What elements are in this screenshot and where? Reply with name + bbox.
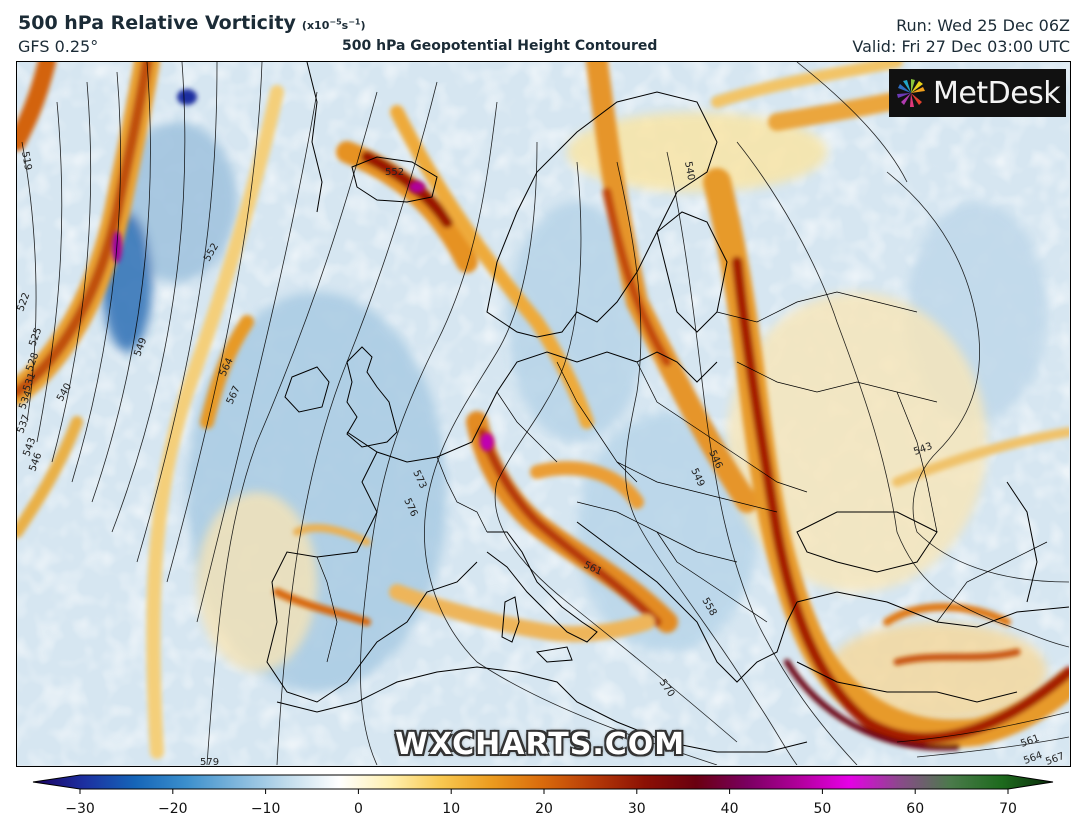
colorbar-tick-label: 40 <box>721 801 739 817</box>
extreme-vorticity-spots <box>112 89 494 451</box>
colorbar-ticks: −30 −20 −10 0 10 20 30 40 50 60 70 <box>65 789 1017 817</box>
chart-subtitle: 500 hPa Geopotential Height Contoured <box>342 38 658 54</box>
height-contours <box>21 62 1069 765</box>
colorbar-gradient <box>32 774 1054 790</box>
contour-label: 564 <box>1022 750 1044 765</box>
chart-title: 500 hPa Relative Vorticity (x10−5s−1) <box>18 12 366 34</box>
colorbar-tick-label: 20 <box>535 801 553 817</box>
units-label: (x10−5s−1) <box>301 17 366 32</box>
contour-label: 540 <box>682 161 696 182</box>
colorbar-tick-label: 50 <box>813 801 831 817</box>
colorbar-tick-label: 10 <box>442 801 460 817</box>
colorbar-tick-label: −30 <box>65 801 95 817</box>
colorbar-tick-label: −20 <box>158 801 188 817</box>
country-borders <box>316 291 1048 663</box>
contour-label: 519 <box>19 151 33 172</box>
colorbar-tick-label: 30 <box>628 801 646 817</box>
vorticity-map[interactable]: 519 522 525 528 531 534 537 540 543 546 … <box>16 61 1071 767</box>
title-text: 500 hPa Relative Vorticity <box>18 12 296 34</box>
metdesk-pinwheel-icon <box>897 79 925 107</box>
run-time-label: Run: Wed 25 Dec 06Z <box>896 16 1070 35</box>
valid-time-label: Valid: Fri 27 Dec 03:00 UTC <box>852 37 1070 56</box>
weak-positive-areas <box>197 112 1047 722</box>
colorbar-tick-label: 60 <box>906 801 924 817</box>
model-label: GFS 0.25° <box>18 37 99 56</box>
contour-label: 552 <box>385 167 404 178</box>
watermark: WXCHARTS.COM <box>395 727 686 762</box>
colorbar-tick-label: 70 <box>999 801 1017 817</box>
vorticity-field: 519 522 525 528 531 534 537 540 543 546 … <box>17 62 1069 765</box>
coastlines <box>266 62 1069 753</box>
colorbar: −30 −20 −10 0 10 20 30 40 50 60 70 <box>32 774 1054 817</box>
metdesk-logo: MetDesk <box>889 69 1066 117</box>
logo-text: MetDesk <box>933 75 1061 111</box>
contour-label: 579 <box>200 757 219 765</box>
contour-label: 567 <box>1044 751 1066 765</box>
colorbar-tick-label: 0 <box>354 801 363 817</box>
colorbar-tick-label: −10 <box>251 801 281 817</box>
